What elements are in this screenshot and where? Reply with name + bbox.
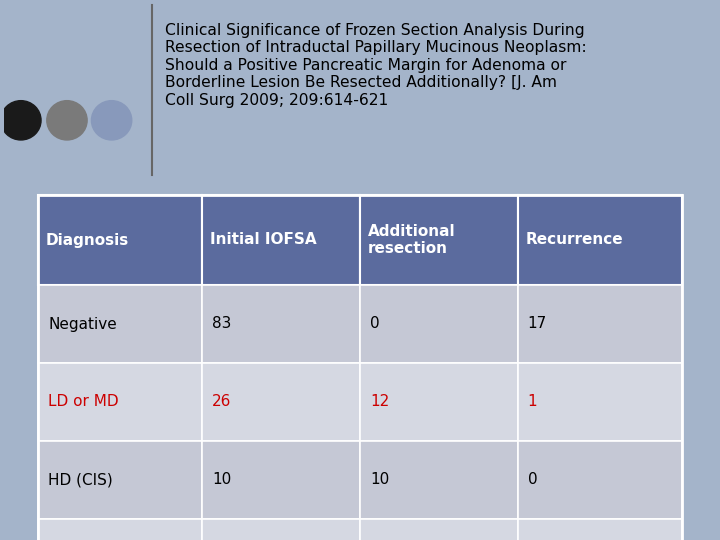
Text: 0: 0 xyxy=(528,472,537,488)
Text: Diagnosis: Diagnosis xyxy=(46,233,130,247)
Circle shape xyxy=(1,100,41,140)
Text: 1: 1 xyxy=(528,395,537,409)
Circle shape xyxy=(91,100,132,140)
Text: HD (CIS): HD (CIS) xyxy=(48,472,113,488)
Text: LD or MD: LD or MD xyxy=(48,395,119,409)
Text: 17: 17 xyxy=(528,316,547,332)
Text: Negative: Negative xyxy=(48,316,117,332)
Text: 10: 10 xyxy=(212,472,231,488)
Text: Recurrence: Recurrence xyxy=(526,233,624,247)
Text: Initial IOFSA: Initial IOFSA xyxy=(210,233,317,247)
Text: 83: 83 xyxy=(212,316,232,332)
Text: Additional
resection: Additional resection xyxy=(368,224,456,256)
Text: 26: 26 xyxy=(212,395,232,409)
Text: Clinical Significance of Frozen Section Analysis During
Resection of Intraductal: Clinical Significance of Frozen Section … xyxy=(165,23,587,107)
Circle shape xyxy=(47,100,87,140)
Text: 0: 0 xyxy=(370,316,379,332)
Text: 10: 10 xyxy=(370,472,390,488)
Text: 12: 12 xyxy=(370,395,390,409)
